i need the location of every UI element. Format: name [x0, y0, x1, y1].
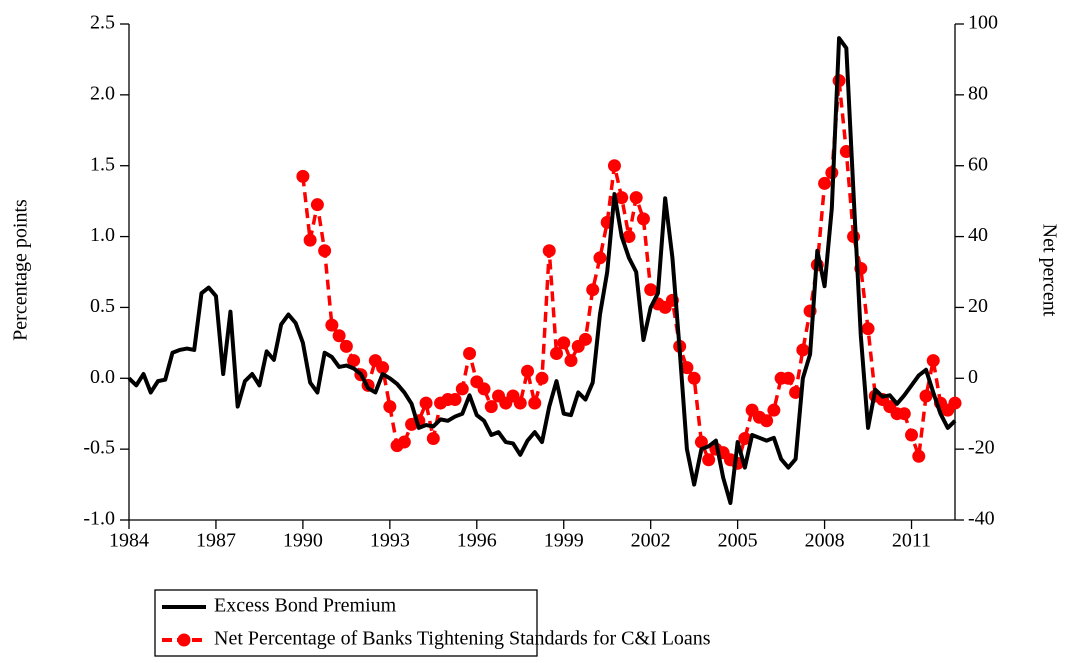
x-tick-label: 1993	[370, 530, 410, 552]
y2-tick-label: 80	[968, 82, 988, 104]
data-point	[622, 230, 636, 244]
data-point	[781, 371, 795, 385]
data-point	[477, 382, 491, 396]
data-point	[564, 354, 578, 368]
data-point	[760, 414, 774, 428]
x-tick-label: 1984	[109, 530, 149, 552]
x-tick-label: 1990	[283, 530, 323, 552]
y2-tick-label: 0	[968, 366, 978, 388]
data-point	[789, 385, 803, 399]
legend-label: Net Percentage of Banks Tightening Stand…	[214, 628, 711, 650]
data-point	[419, 396, 433, 410]
y2-tick-label: -20	[968, 437, 995, 459]
data-point	[578, 332, 592, 346]
y-tick-label: -1.0	[83, 508, 115, 530]
data-point	[680, 361, 694, 375]
data-point	[818, 176, 832, 190]
data-point	[463, 346, 477, 360]
y-tick-label: -0.5	[83, 437, 115, 459]
data-point	[687, 371, 701, 385]
x-tick-label: 2011	[892, 530, 931, 552]
data-point	[926, 354, 940, 368]
y2-tick-label: 20	[968, 295, 988, 317]
data-point	[303, 233, 317, 247]
data-point	[615, 191, 629, 205]
data-point	[593, 251, 607, 265]
x-tick-label: 2008	[805, 530, 845, 552]
data-point	[542, 244, 556, 258]
y-axis-label: Percentage points	[10, 199, 32, 341]
series-line	[127, 36, 957, 505]
y2-tick-label: 60	[968, 153, 988, 175]
legend	[154, 589, 538, 657]
data-point	[912, 449, 926, 463]
data-point	[332, 329, 346, 343]
data-point	[557, 336, 571, 350]
data-point	[897, 407, 911, 421]
data-point	[339, 339, 353, 353]
data-point	[484, 400, 498, 414]
data-point	[426, 432, 440, 446]
data-point	[767, 403, 781, 417]
y-tick-label: 0.5	[90, 295, 115, 317]
x-tick-label: 1996	[457, 530, 497, 552]
data-point	[318, 244, 332, 258]
data-point	[528, 396, 542, 410]
data-point	[738, 432, 752, 446]
data-point	[919, 389, 933, 403]
data-point	[636, 212, 650, 226]
y-tick-label: 1.0	[90, 224, 115, 246]
data-point	[629, 191, 643, 205]
y-tick-label: 2.5	[90, 12, 115, 34]
data-point	[325, 318, 339, 332]
data-point	[455, 382, 469, 396]
data-point	[694, 435, 708, 449]
y2-tick-label: 40	[968, 224, 988, 246]
x-tick-label: 1987	[196, 530, 236, 552]
y2-tick-label: -40	[968, 508, 995, 530]
data-point	[644, 283, 658, 297]
y2-tick-label: 100	[968, 12, 998, 34]
data-point	[310, 198, 324, 212]
data-point	[448, 393, 462, 407]
data-point	[905, 428, 919, 442]
data-point	[296, 169, 310, 183]
x-tick-label: 1999	[544, 530, 584, 552]
data-point	[513, 396, 527, 410]
x-tick-label: 2005	[718, 530, 758, 552]
data-point	[535, 371, 549, 385]
y-tick-label: 2.0	[90, 82, 115, 104]
data-point	[397, 435, 411, 449]
y-tick-label: 0.0	[90, 366, 115, 388]
data-point	[948, 396, 962, 410]
data-point	[376, 361, 390, 375]
y-tick-label: 1.5	[90, 153, 115, 175]
y2-axis-label: Net percent	[1038, 224, 1060, 317]
data-point	[383, 400, 397, 414]
data-point	[861, 322, 875, 336]
data-point	[702, 453, 716, 467]
legend-label: Excess Bond Premium	[214, 595, 397, 617]
data-point	[521, 364, 535, 378]
legend-marker	[177, 633, 191, 647]
data-point	[796, 343, 810, 357]
data-point	[347, 354, 361, 368]
data-point	[549, 346, 563, 360]
x-tick-label: 2002	[631, 530, 671, 552]
data-point	[586, 283, 600, 297]
data-point	[607, 159, 621, 173]
